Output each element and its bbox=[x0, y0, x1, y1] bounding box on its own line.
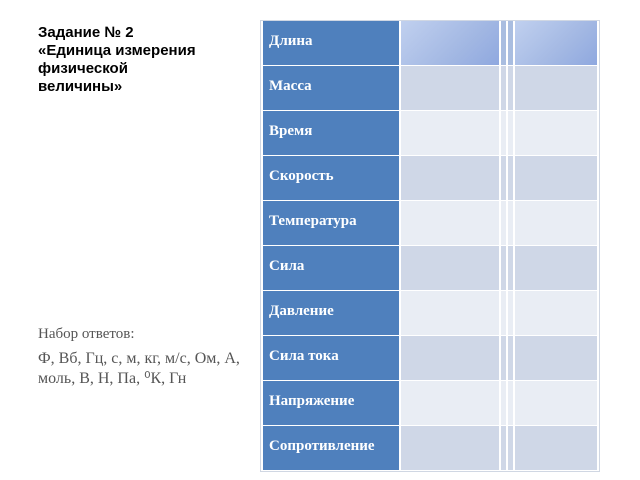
answer-cell[interactable] bbox=[515, 246, 597, 291]
task-title: Задание № 2 «Единица измерения физическо… bbox=[38, 24, 258, 96]
answer-cell[interactable] bbox=[401, 426, 499, 471]
answer-cell[interactable] bbox=[501, 246, 506, 291]
table-row: Время bbox=[263, 111, 597, 156]
answer-cell[interactable] bbox=[508, 381, 513, 426]
answer-cell[interactable] bbox=[508, 246, 513, 291]
answer-cell[interactable] bbox=[508, 426, 513, 471]
answer-cell[interactable] bbox=[501, 291, 506, 336]
answer-cell[interactable] bbox=[401, 246, 499, 291]
table-row: Сила тока bbox=[263, 336, 597, 381]
answer-cell[interactable] bbox=[401, 336, 499, 381]
answer-cell[interactable] bbox=[501, 156, 506, 201]
answer-cell[interactable] bbox=[515, 201, 597, 246]
answer-cell[interactable] bbox=[501, 66, 506, 111]
quantity-label: Сила bbox=[263, 246, 399, 291]
answer-cell[interactable] bbox=[508, 201, 513, 246]
answer-cell[interactable] bbox=[401, 201, 499, 246]
task-title-line: величины» bbox=[38, 78, 123, 95]
task-title-line: Задание № 2 bbox=[38, 24, 134, 41]
quantity-label: Масса bbox=[263, 66, 399, 111]
answer-cell[interactable] bbox=[508, 156, 513, 201]
quantity-label: Длина bbox=[263, 21, 399, 66]
answer-cell[interactable] bbox=[508, 336, 513, 381]
quantity-label: Скорость bbox=[263, 156, 399, 201]
answer-cell[interactable] bbox=[501, 21, 506, 66]
table-row: Напряжение bbox=[263, 381, 597, 426]
table-row: Сила bbox=[263, 246, 597, 291]
quantity-label: Сила тока bbox=[263, 336, 399, 381]
answer-set-label: Набор ответов: bbox=[38, 326, 135, 342]
quantity-label: Время bbox=[263, 111, 399, 156]
task-title-line: «Единица измерения bbox=[38, 42, 196, 59]
answer-cell[interactable] bbox=[508, 111, 513, 156]
answer-cell[interactable] bbox=[501, 381, 506, 426]
table-row: Давление bbox=[263, 291, 597, 336]
answer-cell[interactable] bbox=[508, 66, 513, 111]
answer-cell[interactable] bbox=[515, 381, 597, 426]
answer-cell[interactable] bbox=[401, 66, 499, 111]
table-row: Сопротивление bbox=[263, 426, 597, 471]
answer-cell[interactable] bbox=[515, 111, 597, 156]
quantity-label: Температура bbox=[263, 201, 399, 246]
answer-cell[interactable] bbox=[508, 21, 513, 66]
answer-cell[interactable] bbox=[515, 21, 597, 66]
answer-cell[interactable] bbox=[401, 291, 499, 336]
table-row: Масса bbox=[263, 66, 597, 111]
quantity-label: Сопротивление bbox=[263, 426, 399, 471]
answer-cell[interactable] bbox=[401, 111, 499, 156]
answer-cell[interactable] bbox=[401, 21, 499, 66]
answer-set: Набор ответов: Ф, Вб, Гц, с, м, кг, м/с,… bbox=[38, 325, 253, 389]
quantity-label: Напряжение bbox=[263, 381, 399, 426]
answer-cell[interactable] bbox=[508, 291, 513, 336]
answer-cell[interactable] bbox=[515, 291, 597, 336]
answer-cell[interactable] bbox=[401, 156, 499, 201]
answer-cell[interactable] bbox=[501, 111, 506, 156]
answer-set-list: Ф, Вб, Гц, с, м, кг, м/с, Ом, А, моль, В… bbox=[38, 350, 240, 387]
answer-cell[interactable] bbox=[515, 156, 597, 201]
answer-cell[interactable] bbox=[401, 381, 499, 426]
answer-cell[interactable] bbox=[501, 201, 506, 246]
quantity-label: Давление bbox=[263, 291, 399, 336]
answer-cell[interactable] bbox=[501, 336, 506, 381]
quantity-table: Длина Масса Время Скорость bbox=[260, 20, 600, 472]
table-row: Длина bbox=[263, 21, 597, 66]
answer-cell[interactable] bbox=[515, 336, 597, 381]
table-row: Температура bbox=[263, 201, 597, 246]
answer-cell[interactable] bbox=[515, 426, 597, 471]
table-row: Скорость bbox=[263, 156, 597, 201]
task-title-line: физической bbox=[38, 60, 128, 77]
answer-cell[interactable] bbox=[501, 426, 506, 471]
answer-cell[interactable] bbox=[515, 66, 597, 111]
